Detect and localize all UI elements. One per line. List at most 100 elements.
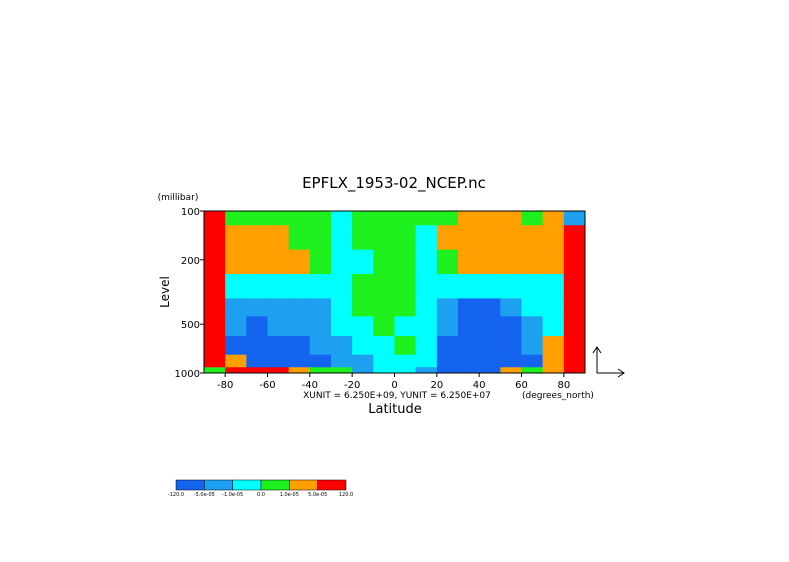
contour-cell: [352, 354, 374, 368]
contour-cell: [288, 274, 311, 299]
contour-cell: [204, 274, 226, 299]
contour-cell: [204, 211, 226, 226]
contour-cell: [458, 354, 480, 368]
contour-cell: [309, 211, 332, 226]
y-unit: (millibar): [158, 193, 199, 203]
x-tick-label: 80: [557, 380, 570, 391]
contour-cell: [563, 367, 586, 374]
contour-cell: [500, 298, 522, 317]
contour-cell: [309, 367, 332, 374]
contour-cell: [394, 367, 417, 374]
contour-cell: [267, 316, 290, 337]
contour-cell: [542, 336, 565, 356]
contour-cell: [288, 367, 311, 374]
contour-cell: [225, 316, 247, 337]
contour-cell: [500, 225, 522, 251]
contour-cell: [436, 298, 459, 317]
contour-cell: [267, 249, 290, 275]
contour-cell: [373, 249, 395, 275]
contour-cell: [563, 354, 586, 368]
contour-cell: [331, 211, 353, 226]
contour-cell: [415, 298, 438, 317]
contour-cell: [436, 316, 459, 337]
contour-cell: [267, 225, 290, 251]
contour-cell: [500, 249, 522, 275]
contour-cell: [288, 225, 311, 251]
contour-cell: [521, 354, 544, 368]
contour-cell: [204, 298, 226, 317]
contour-cell: [373, 316, 395, 337]
contour-cell: [394, 298, 417, 317]
contour-cell: [246, 249, 268, 275]
contour-cell: [479, 298, 501, 317]
contour-cell: [415, 336, 438, 356]
contour-cell: [563, 316, 586, 337]
x-tick-label: 40: [473, 380, 486, 391]
contour-cell: [436, 274, 459, 299]
contour-cell: [225, 354, 247, 368]
contour-cell: [352, 274, 374, 299]
contour-cell: [415, 249, 438, 275]
contour-cell: [521, 211, 544, 226]
contour-cell: [563, 225, 586, 251]
contour-cell: [479, 225, 501, 251]
contour-cell: [458, 211, 480, 226]
contour-cell: [542, 211, 565, 226]
x-tick-label: -20: [344, 380, 360, 391]
vector-key: [592, 346, 625, 378]
contour-cell: [204, 316, 226, 337]
contour-cell: [331, 336, 353, 356]
contour-cell: [246, 316, 268, 337]
contour-cell: [415, 225, 438, 251]
contour-cell: [204, 225, 226, 251]
contour-cell: [288, 316, 311, 337]
contour-cell: [267, 274, 290, 299]
x-axis-label: Latitude: [368, 402, 422, 417]
contour-cell: [352, 367, 374, 374]
contour-cell: [225, 211, 247, 226]
contour-cell: [394, 274, 417, 299]
contour-cell: [309, 225, 332, 251]
contour-cell: [500, 354, 522, 368]
contour-cell: [204, 367, 226, 374]
annotation: XUNIT = 6.250E+09, YUNIT = 6.250E+07: [303, 391, 491, 401]
contour-cell: [288, 211, 311, 226]
contour-cell: [542, 225, 565, 251]
contour-cell: [267, 211, 290, 226]
contour-cell: [436, 336, 459, 356]
contour-cell: [373, 354, 395, 368]
y-tick-label: 100: [181, 207, 200, 218]
contour-cell: [331, 274, 353, 299]
contour-cell: [331, 354, 353, 368]
contour-cell: [267, 367, 290, 374]
contour-cell: [479, 316, 501, 337]
contour-cell: [479, 274, 501, 299]
contour-cell: [500, 316, 522, 337]
contour-cell: [563, 336, 586, 356]
colorbar-swatch: [232, 479, 262, 491]
contour-cell: [563, 211, 586, 226]
contour-cell: [521, 225, 544, 251]
contour-cell: [394, 354, 417, 368]
contour-cell: [246, 367, 268, 374]
x-tick-label: 60: [515, 380, 528, 391]
colorbar-label: -5.0e-05: [194, 492, 215, 498]
contour-cell: [542, 354, 565, 368]
contour-cell: [394, 249, 417, 275]
contour-cell: [479, 336, 501, 356]
contour-cell: [521, 367, 544, 374]
contour-cell: [563, 249, 586, 275]
contour-cell: [394, 225, 417, 251]
contour-cell: [415, 367, 438, 374]
contour-cell: [394, 336, 417, 356]
contour-cell: [479, 211, 501, 226]
contour-cell: [500, 211, 522, 226]
contour-cell: [542, 298, 565, 317]
contour-cell: [225, 336, 247, 356]
contour-cell: [246, 225, 268, 251]
contour-cell: [563, 298, 586, 317]
contour-cell: [331, 367, 353, 374]
contour-cell: [373, 274, 395, 299]
contour-cell: [458, 367, 480, 374]
contour-cell: [309, 354, 332, 368]
